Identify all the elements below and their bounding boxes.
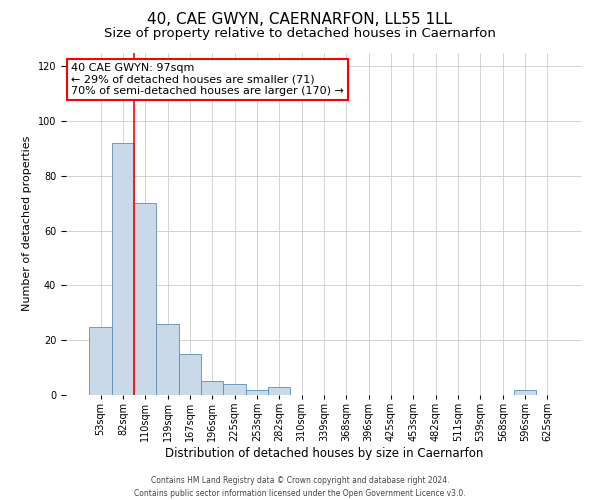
Bar xyxy=(268,387,290,395)
Text: 40, CAE GWYN, CAERNARFON, LL55 1LL: 40, CAE GWYN, CAERNARFON, LL55 1LL xyxy=(148,12,452,28)
Bar xyxy=(157,324,179,395)
Bar xyxy=(201,382,223,395)
Bar xyxy=(514,390,536,395)
Text: Contains HM Land Registry data © Crown copyright and database right 2024.
Contai: Contains HM Land Registry data © Crown c… xyxy=(134,476,466,498)
Bar xyxy=(179,354,201,395)
Text: 40 CAE GWYN: 97sqm
← 29% of detached houses are smaller (71)
70% of semi-detache: 40 CAE GWYN: 97sqm ← 29% of detached hou… xyxy=(71,63,344,96)
Y-axis label: Number of detached properties: Number of detached properties xyxy=(22,136,32,312)
Bar xyxy=(246,390,268,395)
Bar xyxy=(134,203,157,395)
Bar xyxy=(223,384,246,395)
X-axis label: Distribution of detached houses by size in Caernarfon: Distribution of detached houses by size … xyxy=(165,447,483,460)
Bar xyxy=(112,143,134,395)
Text: Size of property relative to detached houses in Caernarfon: Size of property relative to detached ho… xyxy=(104,28,496,40)
Bar xyxy=(89,326,112,395)
